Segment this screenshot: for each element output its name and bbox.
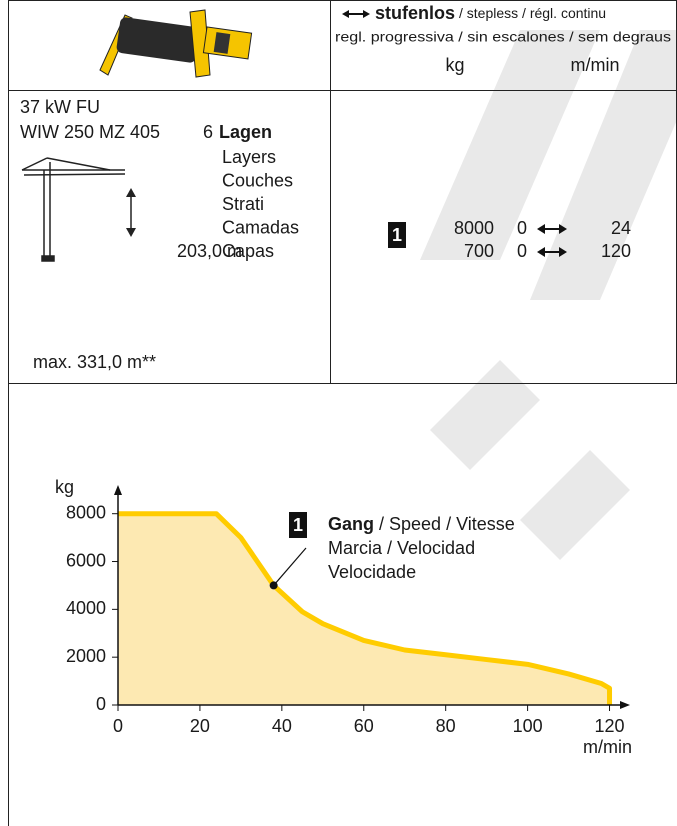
layers-label: Lagen <box>219 122 272 142</box>
x-tick-label: 20 <box>190 716 210 736</box>
winch-image <box>100 10 252 77</box>
x-tick-label: 80 <box>436 716 456 736</box>
annotation-text: / Speed / Vitesse <box>379 514 515 534</box>
annotation-bold: Gang <box>328 514 374 534</box>
power: 37 kW FU <box>20 97 100 117</box>
header-line-1: stufenlos/ stepless / régl. continu <box>375 3 606 23</box>
layer-translation: Strati <box>222 194 264 214</box>
languages: / stepless / régl. continu <box>459 5 606 21</box>
max-height: max. 331,0 m** <box>33 352 156 372</box>
stufenlos: stufenlos <box>375 3 455 23</box>
gear-number: 1 <box>392 225 402 245</box>
load: 8000 <box>454 218 494 238</box>
x-tick-label: 120 <box>594 716 624 736</box>
annotation-line: Velocidade <box>328 562 416 582</box>
stepless-arrow <box>342 10 370 18</box>
arrow-head <box>537 247 545 257</box>
speed-min: 0 <box>517 218 527 238</box>
speed-min: 0 <box>517 241 527 261</box>
winch: WIW 250 MZ 405 <box>20 122 160 142</box>
languages: regl. progressiva / sin escalones / sem … <box>335 29 671 45</box>
y-tick-label: 0 <box>96 694 106 714</box>
height: 203,0 m <box>177 241 242 261</box>
x-tick-label: 0 <box>113 716 123 736</box>
x-tick-label: 100 <box>513 716 543 736</box>
unit-load: kg <box>445 55 464 75</box>
x-axis-label: m/min <box>583 737 632 757</box>
y-tick-label: 2000 <box>66 646 106 666</box>
y-tick-label: 6000 <box>66 550 106 570</box>
y-tick-label: 8000 <box>66 502 106 522</box>
crane-icon <box>22 158 136 261</box>
load: 700 <box>464 241 494 261</box>
annotation-line: Marcia / Velocidad <box>328 538 475 558</box>
page: stufenlos/ stepless / régl. continu regl… <box>0 0 677 826</box>
leader-line <box>274 548 306 585</box>
y-tick-label: 4000 <box>66 598 106 618</box>
layer-translation: Layers <box>222 147 276 167</box>
annotation-line: Gang/ Speed / Vitesse <box>328 514 515 534</box>
watermark <box>420 30 677 560</box>
layers-count: 6 <box>203 122 213 142</box>
y-axis-label: kg <box>55 477 74 497</box>
layer-translation: Couches <box>222 170 293 190</box>
layer-translation: Camadas <box>222 217 299 237</box>
x-tick-label: 60 <box>354 716 374 736</box>
annotated-point <box>270 581 278 589</box>
speed-max: 24 <box>611 218 631 238</box>
x-axis-arrow <box>620 701 630 709</box>
gear-number: 1 <box>293 515 303 535</box>
speed-max: 120 <box>601 241 631 261</box>
arrow-head <box>537 224 545 234</box>
x-tick-label: 40 <box>272 716 292 736</box>
unit-speed: m/min <box>571 55 620 75</box>
y-axis-arrow <box>114 485 122 495</box>
